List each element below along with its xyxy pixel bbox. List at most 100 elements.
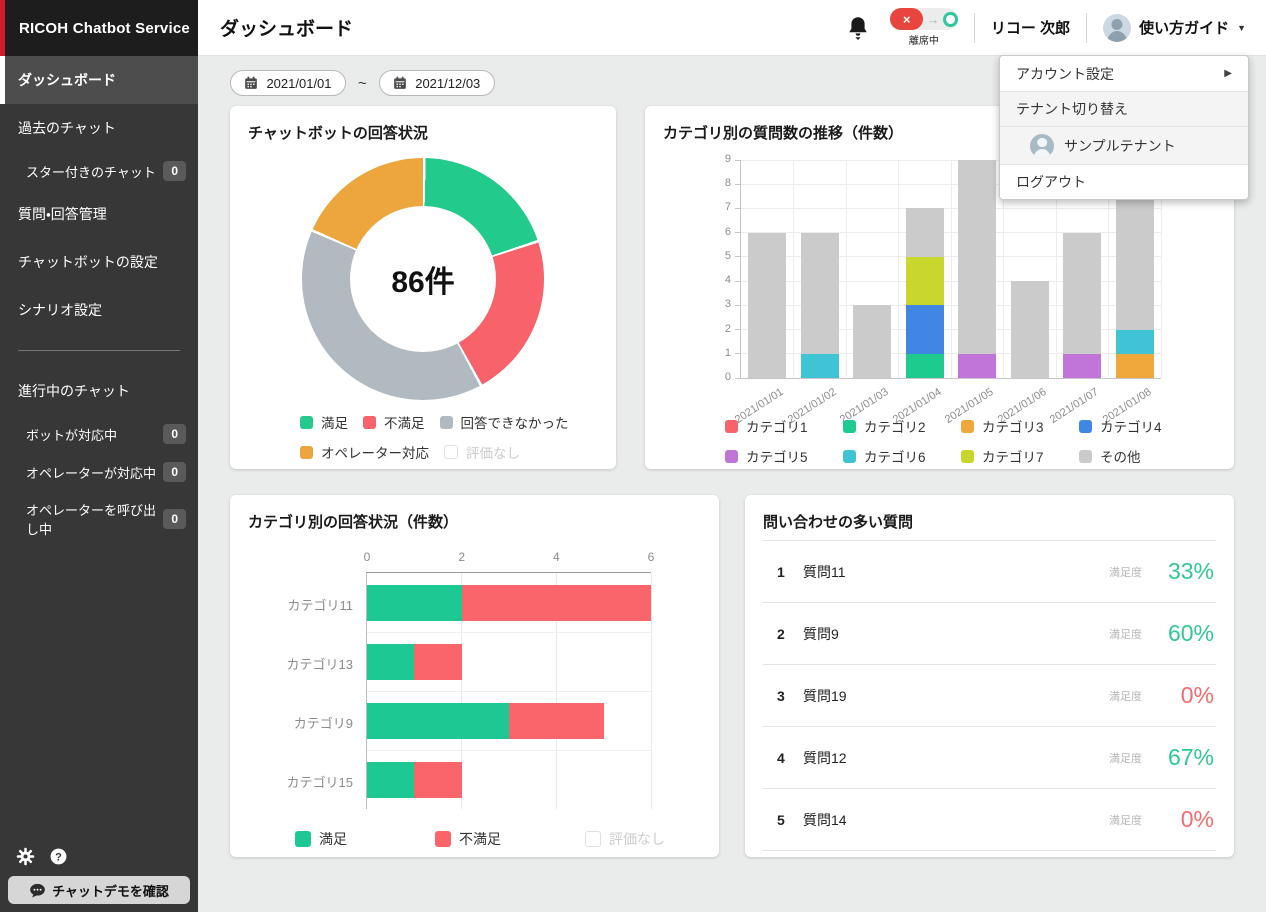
header-divider — [1086, 12, 1088, 43]
table-row[interactable]: 2 質問9 満足度 60% — [763, 603, 1216, 665]
gridline — [898, 160, 899, 378]
sidebar-item[interactable]: ボットが対応中 0 — [0, 415, 198, 453]
date-to-input[interactable]: 2021/12/03 — [378, 70, 495, 96]
svg-text:?: ? — [55, 851, 62, 863]
axis-tick — [735, 280, 740, 282]
axis-tick — [735, 232, 740, 234]
sidebar-item[interactable]: シナリオ設定 — [0, 286, 198, 334]
legend-item[interactable]: カテゴリ3 — [961, 416, 1079, 436]
x-axis-label: 4 — [552, 550, 560, 564]
help-icon[interactable]: ? — [49, 847, 68, 866]
sidebar-item[interactable]: オペレーターを呼び出し中 0 — [0, 491, 198, 547]
donut-center-total: 86件 — [350, 206, 496, 352]
legend-item-disabled[interactable]: 評価なし — [444, 442, 520, 462]
legend-item-disabled[interactable]: 評価なし — [585, 829, 665, 849]
legend-label: 評価なし — [609, 831, 665, 847]
legend-item[interactable]: カテゴリ6 — [843, 446, 961, 466]
user-guide-menu-button[interactable]: 使い方ガイド ▼ — [1103, 13, 1246, 42]
legend-label: カテゴリ1 — [746, 420, 808, 435]
user-menu-item-label: ログアウト — [1016, 174, 1086, 190]
calendar-icon — [245, 76, 258, 89]
axis-tick — [735, 183, 740, 185]
table-row[interactable]: 3 質問19 満足度 0% — [763, 665, 1216, 727]
row-satisfaction-value: 0% — [1180, 806, 1214, 832]
sidebar-item[interactable]: 過去のチャット — [0, 104, 198, 152]
row-rank: 2 — [777, 625, 785, 642]
sidebar-item[interactable]: チャットボットの設定 — [0, 238, 198, 286]
row-question-label: 質問14 — [803, 811, 847, 828]
sidebar-item-label: スター付きのチャット — [26, 164, 156, 180]
table-row[interactable]: 1 質問11 満足度 33% — [763, 541, 1216, 603]
row-metric-label: 満足度 — [1109, 566, 1142, 579]
sidebar-item[interactable]: ダッシュボード — [0, 56, 198, 104]
user-menu-item-tenant[interactable]: サンプルテナント — [1000, 126, 1248, 164]
sidebar-item-label: 進行中のチャット — [18, 383, 130, 399]
presence-label: 離席中 — [908, 36, 939, 47]
donut-legend: 満足 不満足 回答できなかった オペレーター対応 評価なし — [300, 412, 569, 462]
legend-item[interactable]: 不満足 — [435, 829, 585, 849]
bar-segment — [1115, 184, 1154, 330]
legend-item[interactable]: カテゴリ2 — [843, 416, 961, 436]
legend-item[interactable]: カテゴリ4 — [1079, 416, 1197, 436]
sidebar-item-label: オペレーターを呼び出し中 — [26, 503, 157, 537]
row-question-label: 質問19 — [803, 687, 847, 704]
table-row[interactable]: 4 質問12 満足度 67% — [763, 727, 1216, 789]
legend-item[interactable]: 不満足 — [363, 412, 425, 432]
legend-item[interactable]: 回答できなかった — [439, 412, 569, 432]
sidebar-item[interactable]: スター付きのチャット 0 — [0, 152, 198, 190]
sidebar-item-label: オペレーターが対応中 — [26, 465, 157, 481]
bar-segment — [367, 584, 462, 621]
app-logo: RICOH Chatbot Service — [0, 0, 198, 56]
user-menu-item[interactable]: ログアウト — [1000, 164, 1248, 199]
card-question-trend: カテゴリ別の質問数の推移（件数） 0 1 2 3 4 5 6 7 8 9 2021/01/01 202… — [645, 106, 1234, 469]
card-title: カテゴリ別の回答状況（件数） — [248, 514, 459, 531]
legend-label: 満足 — [321, 416, 348, 431]
date-range-filter: 2021/01/01 ~ 2021/12/03 — [230, 70, 1234, 96]
legend-swatch — [725, 449, 738, 463]
table-row[interactable]: 5 質問14 満足度 0% — [763, 789, 1216, 851]
legend-item[interactable]: カテゴリ5 — [725, 446, 843, 466]
legend-item[interactable]: 満足 — [295, 829, 435, 849]
sidebar: RICOH Chatbot Service ダッシュボード過去のチャットスター付… — [0, 0, 198, 912]
legend-swatch — [435, 831, 451, 847]
legend-checkbox — [585, 831, 601, 847]
row-rank: 4 — [777, 749, 785, 766]
y-axis-label: 6 — [724, 225, 731, 238]
status-away-icon: × — [889, 8, 924, 30]
date-from-input[interactable]: 2021/01/01 — [230, 70, 346, 96]
gridline — [1160, 160, 1162, 378]
legend-label: 評価なし — [466, 446, 520, 461]
legend-item[interactable]: カテゴリ1 — [725, 416, 843, 436]
legend-swatch — [295, 831, 311, 847]
notifications-button[interactable] — [846, 15, 870, 41]
presence-pill: × → — [889, 8, 958, 30]
gridline — [367, 749, 651, 751]
sidebar-item[interactable]: 質問・回答管理 — [0, 190, 198, 238]
row-satisfaction-value: 60% — [1167, 620, 1214, 646]
presence-toggle[interactable]: × → 離席中 — [889, 8, 958, 47]
gridline — [793, 160, 794, 378]
legend-row: 満足 不満足 回答できなかった — [300, 412, 569, 432]
bar-segment — [367, 761, 415, 798]
sidebar-footer-icons: ? — [8, 847, 190, 876]
bar-segment — [800, 232, 839, 354]
x-axis-label: 6 — [647, 550, 655, 564]
axis-tick — [735, 159, 740, 161]
legend-item[interactable]: その他 — [1079, 446, 1197, 466]
sidebar-item-label: 過去のチャット — [18, 120, 116, 136]
sidebar-menu: ダッシュボード過去のチャットスター付きのチャット 0 質問・回答管理 チャットボットの… — [0, 56, 198, 547]
user-menu-item[interactable]: テナント切り替え — [1000, 91, 1248, 126]
chat-demo-button[interactable]: チャットデモを確認 — [8, 876, 190, 904]
gear-icon[interactable] — [16, 847, 35, 866]
sidebar-item[interactable]: オペレーターが対応中 0 — [0, 453, 198, 491]
legend-item[interactable]: カテゴリ7 — [961, 446, 1079, 466]
user-menu-item[interactable]: アカウント設定 ▶ — [1000, 56, 1248, 91]
legend-item[interactable]: 満足 — [300, 412, 348, 432]
bar-segment — [461, 584, 651, 621]
bar-segment — [905, 256, 944, 306]
legend-item[interactable]: オペレーター対応 — [300, 442, 429, 462]
card-bot-answer-status: チャットボットの回答状況 86件 満足 不満足 回答できなかった オペレーター対応 評価… — [230, 106, 616, 469]
bar-segment — [1115, 353, 1154, 378]
y-axis-label: 1 — [724, 346, 731, 359]
horizontal-bar-chart: 0 2 4 6 カテゴリ11 カテゴリ13 カテゴリ9 カテゴリ15 — [287, 550, 654, 809]
